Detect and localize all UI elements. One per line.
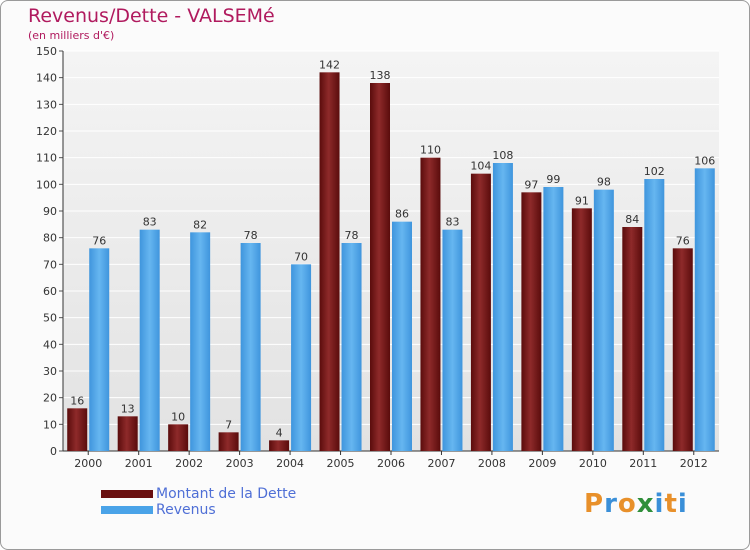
proxiti-logo: Proxiti — [584, 489, 688, 519]
bar-revenue — [240, 243, 261, 451]
bar-debt — [622, 227, 643, 451]
bar-revenue — [190, 232, 211, 451]
data-label-revenue: 83 — [445, 216, 459, 229]
data-label-debt: 142 — [319, 58, 340, 71]
logo-letter: P — [584, 489, 605, 519]
data-label-debt: 104 — [470, 160, 491, 173]
y-tick-label: 100 — [36, 178, 57, 191]
chart-subtitle: (en milliers d'€) — [28, 29, 115, 42]
logo-letter: t — [664, 489, 678, 519]
chart-title: Revenus/Dette - VALSEMé — [28, 5, 275, 27]
data-label-revenue: 99 — [546, 173, 560, 186]
x-tick-label: 2003 — [226, 457, 254, 470]
y-tick-label: 80 — [43, 232, 57, 245]
y-tick-label: 10 — [43, 418, 57, 431]
legend-label-revenue: Revenus — [156, 502, 216, 518]
x-tick-label: 2006 — [377, 457, 405, 470]
data-label-debt: 110 — [420, 144, 441, 157]
bar-revenue — [442, 229, 463, 451]
x-tick-label: 2008 — [478, 457, 506, 470]
data-label-debt: 10 — [171, 410, 185, 423]
bar-debt — [117, 416, 138, 451]
bar-revenue — [341, 243, 362, 451]
data-label-debt: 16 — [70, 394, 84, 407]
y-tick-label: 0 — [50, 445, 57, 458]
y-tick-label: 60 — [43, 285, 57, 298]
y-tick-label: 130 — [36, 98, 57, 111]
data-label-debt: 138 — [370, 69, 391, 82]
data-label-revenue: 76 — [92, 234, 106, 247]
bar-debt — [319, 72, 340, 451]
bar-revenue — [392, 221, 412, 451]
data-label-debt: 76 — [676, 234, 690, 247]
bar-revenue — [89, 248, 110, 451]
data-label-revenue: 83 — [143, 216, 157, 229]
y-tick-label: 40 — [43, 338, 57, 351]
plot-background — [63, 51, 719, 451]
bar-debt — [370, 83, 390, 451]
bar-debt — [420, 157, 441, 451]
y-tick-label: 120 — [36, 125, 57, 138]
bar-revenue — [694, 168, 715, 452]
legend-label-debt: Montant de la Dette — [156, 486, 297, 502]
bar-debt — [521, 192, 542, 452]
data-label-revenue: 86 — [395, 208, 409, 221]
x-tick-label: 2012 — [680, 457, 708, 470]
data-label-revenue: 108 — [492, 149, 513, 162]
bar-revenue — [291, 264, 312, 451]
x-tick-label: 2000 — [74, 457, 102, 470]
data-label-debt: 13 — [121, 402, 135, 415]
y-tick-label: 90 — [43, 205, 57, 218]
x-tick-label: 2002 — [175, 457, 203, 470]
bar-debt — [672, 248, 693, 451]
data-label-revenue: 106 — [694, 154, 715, 167]
data-label-debt: 97 — [524, 178, 538, 191]
bar-revenue — [644, 179, 665, 451]
bar-debt — [168, 424, 189, 451]
bar-debt — [218, 432, 239, 451]
y-tick-label: 110 — [36, 152, 57, 165]
data-label-revenue: 70 — [294, 250, 308, 263]
legend-swatch-debt — [101, 490, 153, 498]
x-tick-label: 2010 — [579, 457, 607, 470]
bar-revenue — [139, 229, 160, 451]
x-tick-label: 2011 — [629, 457, 657, 470]
logo-letter: x — [636, 489, 655, 519]
y-tick-label: 30 — [43, 365, 57, 378]
bar-revenue — [492, 163, 513, 451]
y-tick-label: 150 — [36, 45, 57, 58]
bar-debt — [269, 440, 290, 451]
logo-letter: o — [617, 489, 637, 519]
bar-revenue — [543, 187, 564, 451]
logo-letter: r — [604, 489, 618, 519]
y-tick-label: 50 — [43, 312, 57, 325]
y-tick-label: 20 — [43, 392, 57, 405]
data-label-revenue: 82 — [193, 218, 207, 231]
data-label-debt: 91 — [575, 194, 589, 207]
bar-revenue — [593, 189, 614, 451]
data-label-revenue: 102 — [644, 165, 665, 178]
data-label-revenue: 98 — [597, 176, 611, 189]
x-tick-label: 2004 — [276, 457, 304, 470]
data-label-debt: 84 — [625, 213, 639, 226]
x-tick-label: 2005 — [327, 457, 355, 470]
data-label-revenue: 78 — [345, 229, 359, 242]
y-tick-label: 140 — [36, 72, 57, 85]
legend-swatch-revenue — [101, 506, 153, 514]
y-tick-label: 70 — [43, 258, 57, 271]
x-tick-label: 2009 — [528, 457, 556, 470]
logo-letter: i — [677, 489, 688, 519]
data-label-revenue: 78 — [244, 229, 258, 242]
bar-debt — [571, 208, 592, 451]
data-label-debt: 7 — [225, 418, 232, 431]
x-tick-label: 2007 — [427, 457, 455, 470]
bar-debt — [67, 408, 88, 451]
logo-letter: i — [654, 489, 665, 519]
plot-area: 0 10 20 30 40 50 60 70 80 90 100 110 120 130 140 150 16 7… — [36, 45, 719, 470]
x-tick-label: 2001 — [125, 457, 153, 470]
bar-debt — [470, 173, 491, 451]
data-label-debt: 4 — [276, 426, 283, 439]
